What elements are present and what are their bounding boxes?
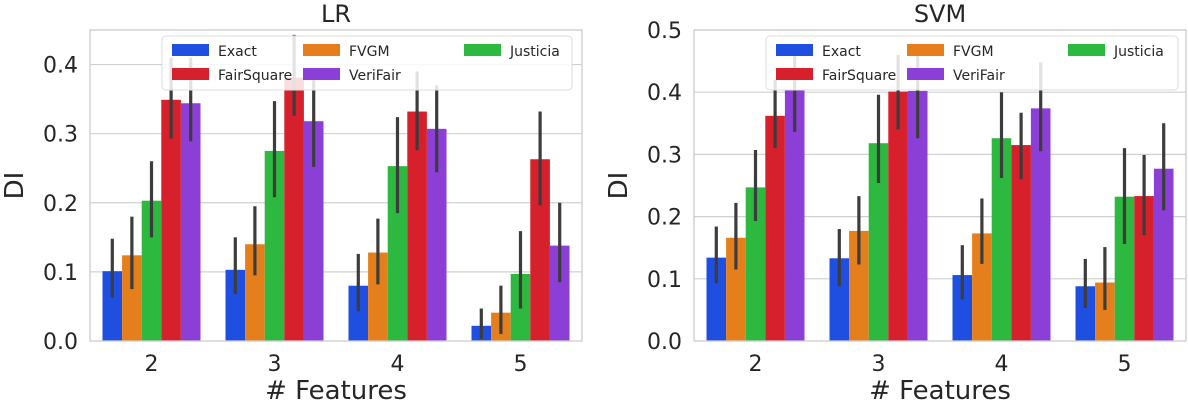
- bar-exact-2: [706, 257, 727, 341]
- bar-justicia-3: [868, 143, 889, 341]
- legend-swatch-justicia: [464, 44, 501, 56]
- legend-swatch-fvgm: [907, 44, 944, 56]
- bar-justicia-3: [264, 150, 285, 341]
- xtick-label: 4: [391, 352, 405, 377]
- ytick-label: 0.4: [43, 54, 78, 79]
- xtick-label: 5: [514, 352, 528, 377]
- legend-swatch-exact: [776, 44, 813, 56]
- legend-label-fairsquare: FairSquare: [218, 68, 292, 84]
- ytick-label: 0.0: [43, 330, 78, 355]
- ytick-label: 0.3: [647, 143, 682, 168]
- bar-exact-5: [1075, 286, 1096, 341]
- bar-fairsquare-4: [407, 111, 427, 341]
- legend: Exact FVGM Justicia FairSquare VeriFair: [765, 35, 1179, 91]
- ytick-label: 0.0: [647, 330, 682, 355]
- x-axis-label: # Features: [265, 376, 407, 406]
- bar-exact-2: [102, 271, 123, 341]
- legend-label-fairsquare: FairSquare: [822, 68, 896, 84]
- bar-fvgm-3: [849, 230, 869, 341]
- bar-verifair-2: [180, 103, 201, 341]
- bar-verifair-4: [426, 128, 447, 341]
- bar-exact-4: [348, 285, 369, 341]
- plot-frame: [693, 29, 1187, 342]
- legend-swatch-exact: [172, 44, 209, 56]
- bar-justicia-2: [141, 200, 162, 341]
- legend-label-verifair: VeriFair: [349, 68, 401, 84]
- legend: Exact FVGM Justicia FairSquare VeriFair: [161, 35, 573, 91]
- bar-exact-3: [829, 258, 850, 341]
- bar-justicia-4: [387, 166, 408, 341]
- legend-label-verifair: VeriFair: [953, 68, 1005, 84]
- bar-verifair-5: [1153, 168, 1174, 341]
- bar-verifair-3: [907, 90, 928, 342]
- bar-fairsquare-2: [161, 99, 181, 342]
- legend-label-fvgm: FVGM: [349, 44, 390, 60]
- bar-verifair-3: [303, 121, 324, 341]
- xtick-label: 5: [1118, 352, 1132, 377]
- chart-panel-svm: 0.0 0.1 0.2 0.3 0.4 0.5 2 3 4 5 # Features DI SVM Exa…: [604, 0, 1187, 406]
- bar-fairsquare-3: [284, 77, 304, 341]
- chart-title: LR: [321, 0, 351, 28]
- legend-swatch-fairsquare: [172, 68, 209, 80]
- bar-fairsquare-2: [765, 115, 785, 341]
- bar-verifair-5: [549, 245, 570, 341]
- bar-fairsquare-4: [1011, 145, 1031, 341]
- bar-fairsquare-3: [888, 91, 908, 341]
- plot-frame: [89, 29, 583, 342]
- y-axis-label: DI: [0, 172, 30, 200]
- legend-label-justicia: Justicia: [1113, 44, 1164, 60]
- legend-swatch-fairsquare: [776, 68, 813, 80]
- ytick-label: 0.2: [647, 206, 682, 231]
- y-axis-label: DI: [604, 172, 634, 200]
- legend-swatch-verifair: [303, 68, 340, 80]
- xtick-label: 3: [872, 352, 886, 377]
- legend-swatch-verifair: [907, 68, 944, 80]
- ytick-label: 0.1: [647, 268, 682, 293]
- legend-swatch-justicia: [1068, 44, 1105, 56]
- x-axis-label: # Features: [869, 376, 1011, 406]
- bar-fvgm-3: [245, 244, 265, 341]
- chart-title: SVM: [914, 0, 966, 28]
- bar-fvgm-5: [1095, 282, 1115, 341]
- ytick-label: 0.2: [43, 192, 78, 217]
- bar-exact-3: [225, 269, 246, 341]
- ytick-label: 0.1: [43, 261, 78, 286]
- bar-fvgm-2: [122, 255, 142, 341]
- bar-fvgm-4: [368, 252, 388, 341]
- xtick-label: 2: [749, 352, 763, 377]
- bar-fairsquare-5: [530, 159, 550, 341]
- bar-justicia-4: [991, 138, 1012, 341]
- xtick-label: 2: [145, 352, 159, 377]
- chart-panel-lr: 0.0 0.1 0.2 0.3 0.4 2 3 4 5 # Features DI LR Exact FV…: [0, 0, 583, 406]
- legend-label-justicia: Justicia: [509, 44, 560, 60]
- bar-verifair-4: [1030, 108, 1051, 341]
- legend-label-exact: Exact: [218, 44, 257, 60]
- bar-justicia-5: [1114, 196, 1135, 341]
- bar-fvgm-4: [972, 233, 992, 341]
- legend-label-exact: Exact: [822, 44, 861, 60]
- legend-swatch-fvgm: [303, 44, 340, 56]
- bar-verifair-2: [784, 90, 805, 341]
- legend-label-fvgm: FVGM: [953, 44, 994, 60]
- bar-exact-4: [952, 275, 973, 341]
- bar-fvgm-2: [726, 237, 746, 341]
- ytick-label: 0.5: [647, 19, 682, 44]
- xtick-label: 3: [268, 352, 282, 377]
- bar-justicia-2: [745, 187, 766, 341]
- bar-fairsquare-5: [1134, 196, 1154, 341]
- xtick-label: 4: [995, 352, 1009, 377]
- ytick-label: 0.4: [647, 81, 682, 106]
- ytick-label: 0.3: [43, 123, 78, 148]
